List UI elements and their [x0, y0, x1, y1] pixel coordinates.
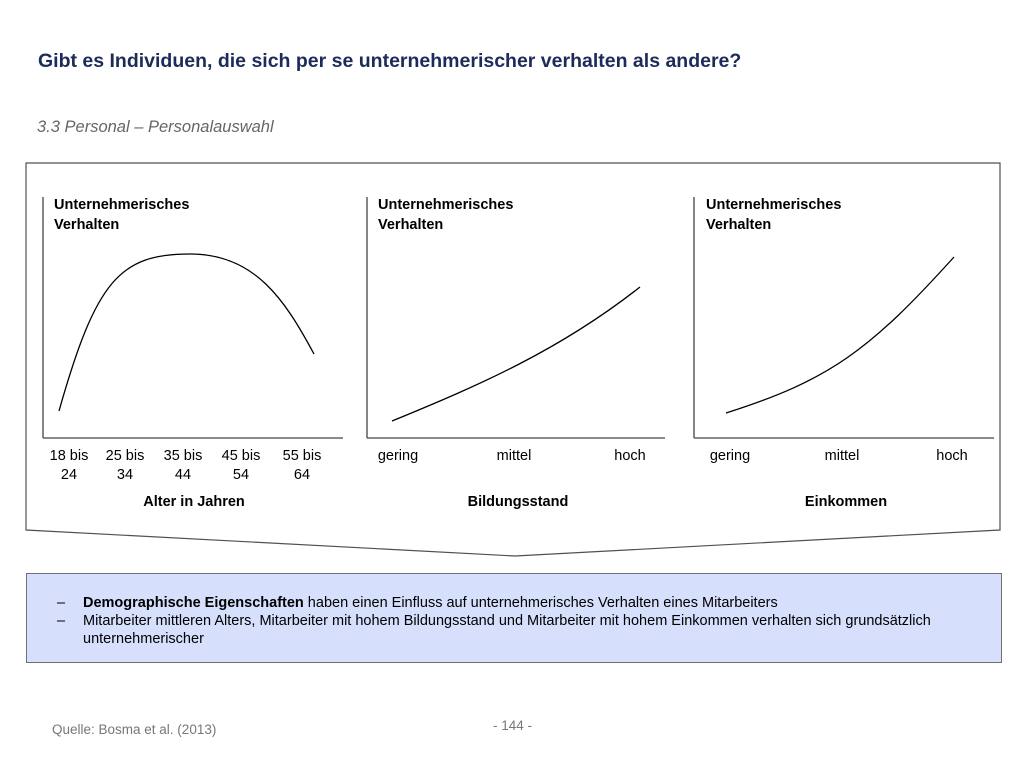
- bullet-bold-text: Demographische Eigenschaften: [83, 595, 304, 611]
- bullet-dash: –: [57, 595, 66, 611]
- chart-age-tick: 55 bis 64: [282, 448, 322, 483]
- bullet-dash: –: [57, 613, 66, 629]
- chart-income-ylabel: Unternehmerisches Verhalten: [706, 197, 842, 233]
- chart-age-tick: 18 bis 24: [49, 448, 89, 483]
- bullet-rest-text: haben einen Einfluss auf unternehmerisch…: [303, 595, 778, 611]
- chart-education-tick: hoch: [614, 448, 646, 464]
- chart-income-tick: gering: [709, 448, 751, 464]
- summary-bullet: – Mitarbeiter mittleren Alters, Mitarbei…: [57, 612, 1001, 648]
- chart-income-curve: [725, 256, 955, 414]
- summary-bullet: – Demographische Eigenschaften haben ein…: [57, 594, 1001, 612]
- bullet-rest-text: Mitarbeiter mittleren Alters, Mitarbeite…: [83, 613, 931, 647]
- chart-age-xlabel: Alter in Jahren: [143, 494, 245, 510]
- bullet-text: Mitarbeiter mittleren Alters, Mitarbeite…: [83, 612, 963, 648]
- summary-box: – Demographische Eigenschaften haben ein…: [26, 573, 1002, 663]
- chart-income-xlabel: Einkommen: [804, 494, 888, 510]
- footer-source: Quelle: Bosma et al. (2013): [52, 722, 217, 737]
- chart-age-tick: 45 bis 54: [221, 448, 261, 483]
- chart-income-tick: hoch: [936, 448, 968, 464]
- chart-education-curve: [391, 286, 641, 422]
- chart-age-tick: 35 bis 44: [163, 448, 203, 483]
- page-number: - 144 -: [493, 718, 533, 733]
- chart-education-ylabel: Unternehmerisches Verhalten: [378, 197, 514, 233]
- chart-age-curve: [58, 253, 315, 412]
- chart-education-tick: gering: [377, 448, 419, 464]
- chart-education-xlabel: Bildungsstand: [467, 494, 569, 510]
- chart-age-ylabel: Unternehmerisches Verhalten: [54, 197, 190, 233]
- page-subtitle: 3.3 Personal – Personalauswahl: [37, 118, 274, 136]
- chart-age-tick: 25 bis 34: [105, 448, 145, 483]
- chart-income-tick: mittel: [824, 448, 860, 464]
- diagram-outline: [25, 162, 1001, 557]
- bullet-text: Demographische Eigenschaften haben einen…: [83, 594, 963, 612]
- page-title: Gibt es Individuen, die sich per se unte…: [38, 50, 742, 72]
- chart-education-tick: mittel: [496, 448, 532, 464]
